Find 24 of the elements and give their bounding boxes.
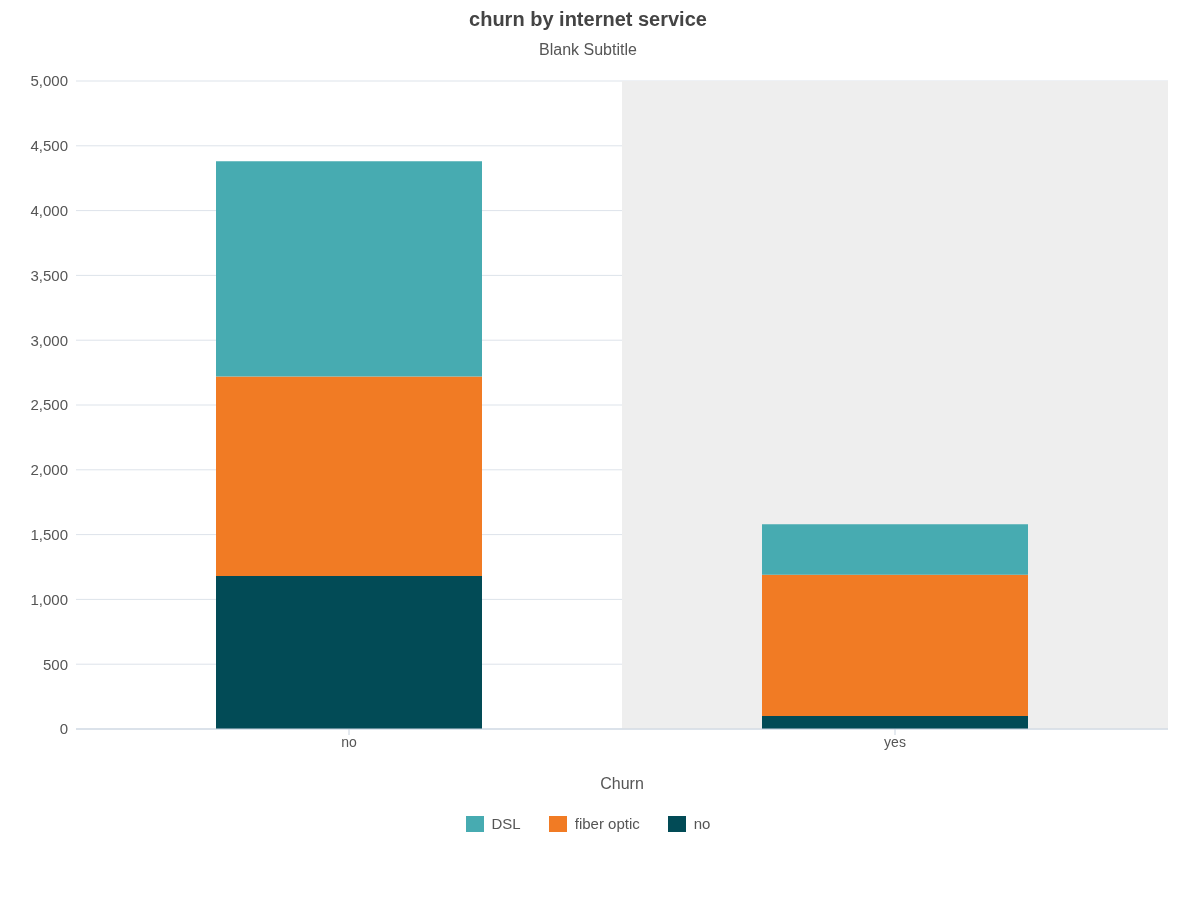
chart-subtitle: Blank Subtitle <box>538 41 638 59</box>
legend-label: no <box>692 815 711 832</box>
y-tick-label: 4,000 <box>30 201 68 219</box>
y-tick-label: 2,000 <box>30 461 68 479</box>
y-tick-label: 5,000 <box>30 72 68 90</box>
bar <box>216 376 482 577</box>
y-tick-label: 3,000 <box>30 331 68 349</box>
x-tick-label: yes <box>884 733 906 750</box>
y-tick-label: 4,500 <box>30 137 68 155</box>
y-tick-label: 0 <box>59 720 68 738</box>
bar <box>216 576 482 729</box>
y-tick-label: 2,500 <box>30 396 68 414</box>
bar <box>762 574 1028 717</box>
y-tick-label: 500 <box>42 655 68 673</box>
y-tick-label: 3,500 <box>30 266 68 284</box>
bar <box>762 524 1028 575</box>
x-axis-title: Churn <box>600 775 644 792</box>
legend-label: fiber optic <box>573 815 640 832</box>
bar <box>216 161 482 377</box>
y-tick-label: 1,500 <box>30 525 68 543</box>
y-tick-label: 1,000 <box>30 590 68 608</box>
legend-label: DSL <box>490 815 521 832</box>
bar <box>762 716 1028 729</box>
chart-title: churn by internet service <box>468 8 708 31</box>
